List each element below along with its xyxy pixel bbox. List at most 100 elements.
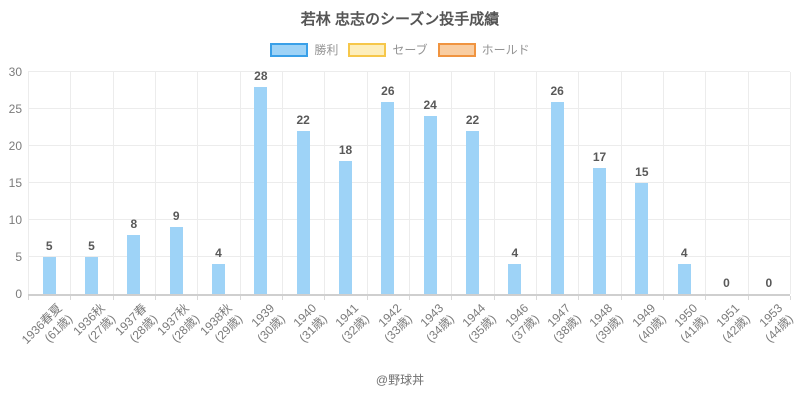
x-axis-tick-label: 1937秋 (28歳) <box>154 301 203 346</box>
x-axis-tick-mark <box>113 296 114 300</box>
x-axis-tick-label: 1950 (41歳) <box>671 301 711 346</box>
x-axis-tick-mark <box>748 296 749 300</box>
x-axis-tick-label: 1936秋 (27歳) <box>70 301 119 346</box>
x-axis-tick-label: 1937春 (28歳) <box>112 301 161 346</box>
gridline-vertical <box>155 72 156 294</box>
bar-wins <box>466 131 479 294</box>
legend-item-wins[interactable]: 勝利 <box>270 41 338 58</box>
legend-label: 勝利 <box>314 43 339 57</box>
x-axis-tick-label: 1944 (35歳) <box>459 301 500 346</box>
gridline-vertical <box>451 72 452 294</box>
bar-wins <box>508 264 522 294</box>
y-axis-tick-label: 0 <box>15 287 22 301</box>
bar-value-label: 0 <box>723 276 730 290</box>
x-axis-tick-label: 1953 (44歳) <box>755 301 796 346</box>
x-axis-tick-label: 1948 (39歳) <box>586 301 627 346</box>
gridline-vertical <box>409 72 410 294</box>
bar-wins <box>381 101 395 294</box>
gridline-vertical <box>536 72 537 294</box>
bar-wins <box>635 183 649 294</box>
y-axis-tick-label: 5 <box>15 250 22 264</box>
x-axis-tick-mark <box>28 296 29 300</box>
bar-wins <box>677 264 691 294</box>
x-axis-tick-mark <box>621 296 622 300</box>
bar-value-label: 0 <box>765 276 773 290</box>
gridline-vertical <box>324 72 325 294</box>
x-axis-tick-mark <box>367 296 368 300</box>
x-axis-tick-mark <box>324 296 325 300</box>
bar-value-label: 4 <box>511 246 519 261</box>
bar-wins <box>254 86 268 294</box>
x-axis-tick-label: 1938秋 (29歳) <box>197 301 246 346</box>
gridline-vertical <box>113 72 114 294</box>
gridline-vertical <box>621 72 622 294</box>
watermark-credit: @野球丼 <box>375 373 425 387</box>
gridline-vertical <box>367 72 368 294</box>
x-axis-tick-label: 1947 (38歳) <box>544 301 584 346</box>
bar-wins <box>339 160 352 294</box>
x-axis-tick-mark <box>155 296 156 300</box>
bar-wins <box>127 234 141 294</box>
x-axis-tick-mark <box>494 296 495 300</box>
x-axis-tick-mark <box>578 296 579 300</box>
x-axis-tick-label: 1942 (33歳) <box>374 301 415 346</box>
bar-wins <box>212 264 225 294</box>
bar-wins <box>593 168 606 294</box>
bar-value-label: 28 <box>254 68 268 83</box>
legend-color-swatch <box>437 42 476 57</box>
legend-label: セーブ <box>392 43 428 57</box>
plot-area: 0 5 10 15 20 25 30 5 1936春夏 (61歳) 5 1936秋 (27歳) 8 1937… <box>9 65 796 347</box>
bar-value-label: 4 <box>680 246 688 261</box>
legend-item-holds[interactable]: ホールド <box>437 41 530 58</box>
x-axis-tick-mark <box>536 296 537 300</box>
bar-value-label: 26 <box>550 83 564 98</box>
gridline-vertical <box>282 72 283 294</box>
chart-title: 若林 忠志のシーズン投手成績 <box>300 11 500 28</box>
x-axis-tick-label: 1940 (31歳) <box>290 301 330 346</box>
bar-value-label: 17 <box>592 150 607 165</box>
bar-wins <box>423 116 437 294</box>
bar-value-label: 22 <box>465 113 480 128</box>
x-axis-tick-mark <box>240 296 241 300</box>
x-axis-tick-mark <box>409 296 410 300</box>
gridline-vertical <box>240 72 241 294</box>
gridline-vertical <box>197 72 198 294</box>
x-axis-tick-mark <box>282 296 283 300</box>
bar-value-label: 9 <box>172 209 180 224</box>
x-axis-tick-mark <box>197 296 198 300</box>
x-axis-tick-label: 1946 (37歳) <box>501 301 542 346</box>
bar-wins <box>550 101 564 294</box>
y-axis-tick-label: 25 <box>8 102 22 116</box>
x-axis-tick-label: 1943 (34歳) <box>417 301 457 346</box>
gridline-vertical <box>578 72 579 294</box>
bar-value-label: 26 <box>381 83 395 98</box>
bar-value-label: 18 <box>338 142 353 157</box>
x-axis-tick-label: 1949 (40歳) <box>628 301 669 346</box>
y-axis-tick-label: 15 <box>8 176 22 190</box>
x-axis-tick-mark <box>663 296 664 300</box>
gridline-vertical <box>790 72 791 294</box>
legend-label: ホールド <box>481 43 530 57</box>
gridline-vertical <box>28 72 29 294</box>
bar-value-label: 8 <box>130 216 138 231</box>
bar-wins <box>169 227 183 294</box>
x-axis-tick-label: 1936春夏 (61歳) <box>19 301 76 347</box>
legend-color-swatch <box>270 42 309 57</box>
chart-legend: 勝利 セーブ ホールド <box>0 41 800 58</box>
bar-value-label: 4 <box>215 246 222 261</box>
gridline-vertical <box>705 72 706 294</box>
gridline-vertical <box>494 72 495 294</box>
x-axis-tick-label: 1951 (42歳) <box>713 301 754 346</box>
gridline-horizontal <box>28 71 790 72</box>
bar-value-label: 22 <box>296 113 310 128</box>
bar-wins <box>42 257 56 294</box>
x-axis-tick-mark <box>451 296 452 300</box>
gridline-vertical <box>70 72 71 294</box>
bar-wins <box>85 257 98 294</box>
x-axis-tick-label: 1939 (30歳) <box>247 301 288 346</box>
legend-color-swatch <box>348 42 387 57</box>
legend-item-saves[interactable]: セーブ <box>348 41 428 58</box>
y-axis-tick-label: 30 <box>8 65 22 79</box>
x-axis-tick-mark <box>790 296 791 300</box>
